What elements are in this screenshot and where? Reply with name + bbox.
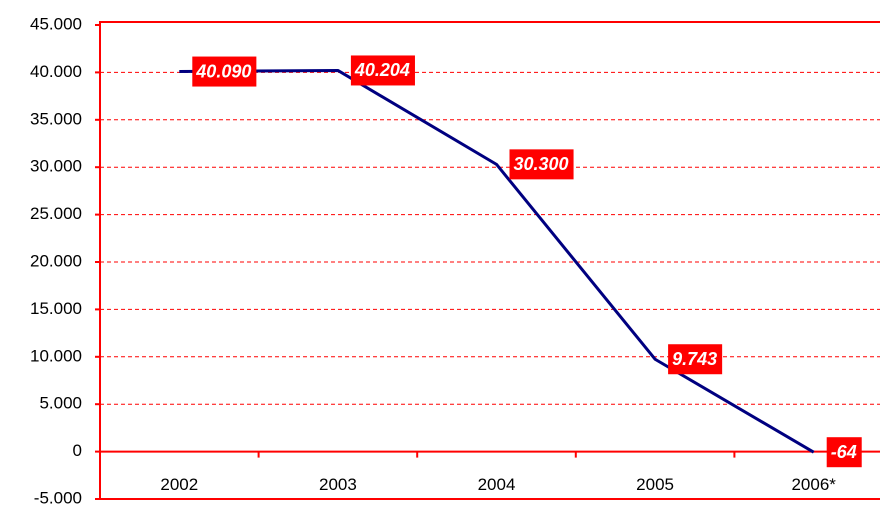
x-tick-label: 2002	[160, 475, 198, 494]
data-label-box	[826, 437, 862, 468]
data-label-box	[668, 344, 723, 375]
y-tick-label: 45.000	[30, 14, 82, 33]
data-label-box	[350, 55, 415, 86]
plot-area	[99, 21, 880, 500]
data-label-text: 40.204	[354, 60, 410, 80]
data-label-text: 30.300	[514, 154, 569, 174]
y-tick-label: 20.000	[30, 251, 82, 270]
y-tick-label: -5.000	[34, 488, 82, 507]
x-tick-label: 2003	[319, 475, 357, 494]
data-line	[179, 68, 815, 454]
y-tick-label: 15.000	[30, 299, 82, 318]
data-label-box	[509, 149, 574, 180]
data-label: 30.300	[509, 149, 574, 180]
data-label-box	[192, 56, 257, 87]
data-label: -64	[826, 437, 862, 468]
y-tick-label: 30.000	[30, 157, 82, 176]
data-label-text: -64	[831, 442, 857, 462]
data-label: 40.204	[350, 55, 415, 86]
x-tick-label: 2005	[636, 475, 674, 494]
x-tick-label: 2004	[478, 475, 516, 494]
y-tick-label: 35.000	[30, 109, 82, 128]
y-tick-label: 25.000	[30, 204, 82, 223]
y-tick-label: 5.000	[39, 394, 82, 413]
x-tick-label: 2006*	[791, 475, 836, 494]
y-tick-label: 40.000	[30, 62, 82, 81]
y-tick-label: 0	[73, 441, 82, 460]
y-tick-label: 10.000	[30, 346, 82, 365]
data-label-text: 9.743	[672, 349, 717, 369]
data-label: 40.090	[192, 56, 257, 87]
data-label-text: 40.090	[195, 61, 251, 81]
data-label: 9.743	[668, 344, 723, 375]
